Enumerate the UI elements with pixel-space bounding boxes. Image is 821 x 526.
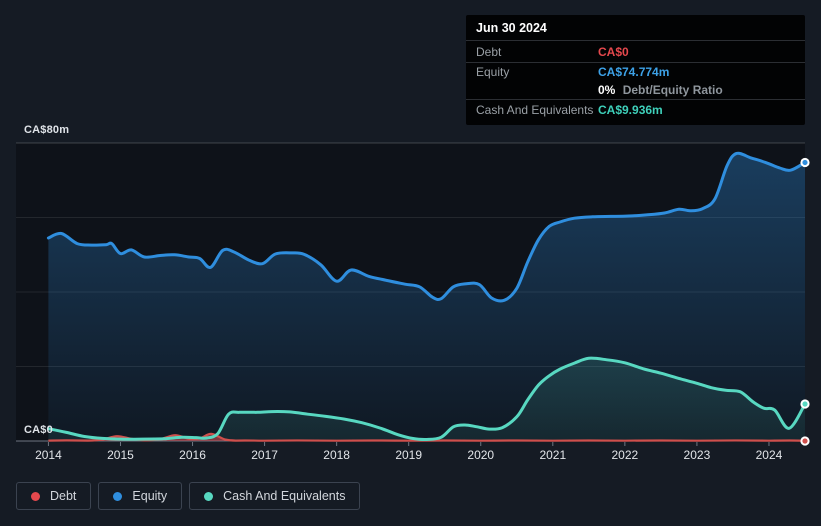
tooltip-cash-label: Cash And Equivalents (476, 103, 594, 117)
chart-legend: Debt Equity Cash And Equivalents (16, 482, 361, 510)
tooltip-debt-label: Debt (476, 45, 502, 59)
tooltip-debt-value: CA$0 (598, 45, 629, 59)
x-axis-label-2020: 2020 (467, 448, 495, 462)
equity-series-dot-icon (113, 491, 123, 501)
legend-equity-label: Equity (132, 489, 168, 503)
cash-area (48, 358, 805, 441)
x-axis-label-2018: 2018 (323, 448, 350, 462)
tooltip-equity-value: CA$74.774m (598, 65, 670, 79)
x-axis-label-2019: 2019 (395, 448, 423, 462)
legend-item-equity[interactable]: Equity (98, 482, 183, 510)
equity-end-dot[interactable] (802, 159, 808, 166)
x-axis-label-2017: 2017 (251, 448, 278, 462)
tooltip-row-debt: Debt CA$0 (466, 41, 805, 62)
x-axis-label-2014: 2014 (35, 448, 62, 462)
tooltip-cash-value: CA$9.936m (598, 103, 663, 117)
debt-series-dot-icon (31, 491, 40, 501)
legend-item-debt[interactable]: Debt (16, 482, 92, 510)
tooltip-row-ratio: 0% Debt/Equity Ratio (466, 81, 805, 99)
equity-line[interactable] (46, 151, 807, 303)
x-axis-label-2016: 2016 (179, 448, 206, 462)
legend-cash-label: Cash And Equivalents (223, 489, 346, 503)
tooltip-date: Jun 30 2024 (466, 15, 805, 41)
tooltip-ratio-value: 0% (598, 83, 616, 97)
debt-end-dot[interactable] (802, 438, 808, 444)
x-axis-label-2023: 2023 (683, 448, 711, 462)
legend-item-cash[interactable]: Cash And Equivalents (189, 482, 361, 510)
x-axis-label-2024: 2024 (755, 448, 783, 462)
tooltip-row-equity: Equity CA$74.774m (466, 62, 805, 81)
x-axis-label-2022: 2022 (611, 448, 639, 462)
legend-debt-label: Debt (50, 489, 77, 503)
tooltip-ratio-label: Debt/Equity Ratio (622, 83, 723, 97)
x-axis-label-2021: 2021 (539, 448, 567, 462)
debt-line[interactable] (48, 432, 806, 442)
y-axis-label-bottom: CA$0 (24, 424, 53, 436)
x-axis-label-2015: 2015 (107, 448, 134, 462)
cash-end-dot[interactable] (802, 401, 808, 407)
cash-series-dot-icon (204, 491, 214, 501)
chart-tooltip: Jun 30 2024 Debt CA$0 Equity CA$74.774m … (466, 15, 805, 125)
tooltip-row-cash: Cash And Equivalents CA$9.936m (466, 99, 805, 125)
tooltip-equity-label: Equity (476, 65, 510, 79)
y-axis-label-top: CA$80m (24, 124, 70, 136)
cash-line[interactable] (46, 356, 807, 442)
